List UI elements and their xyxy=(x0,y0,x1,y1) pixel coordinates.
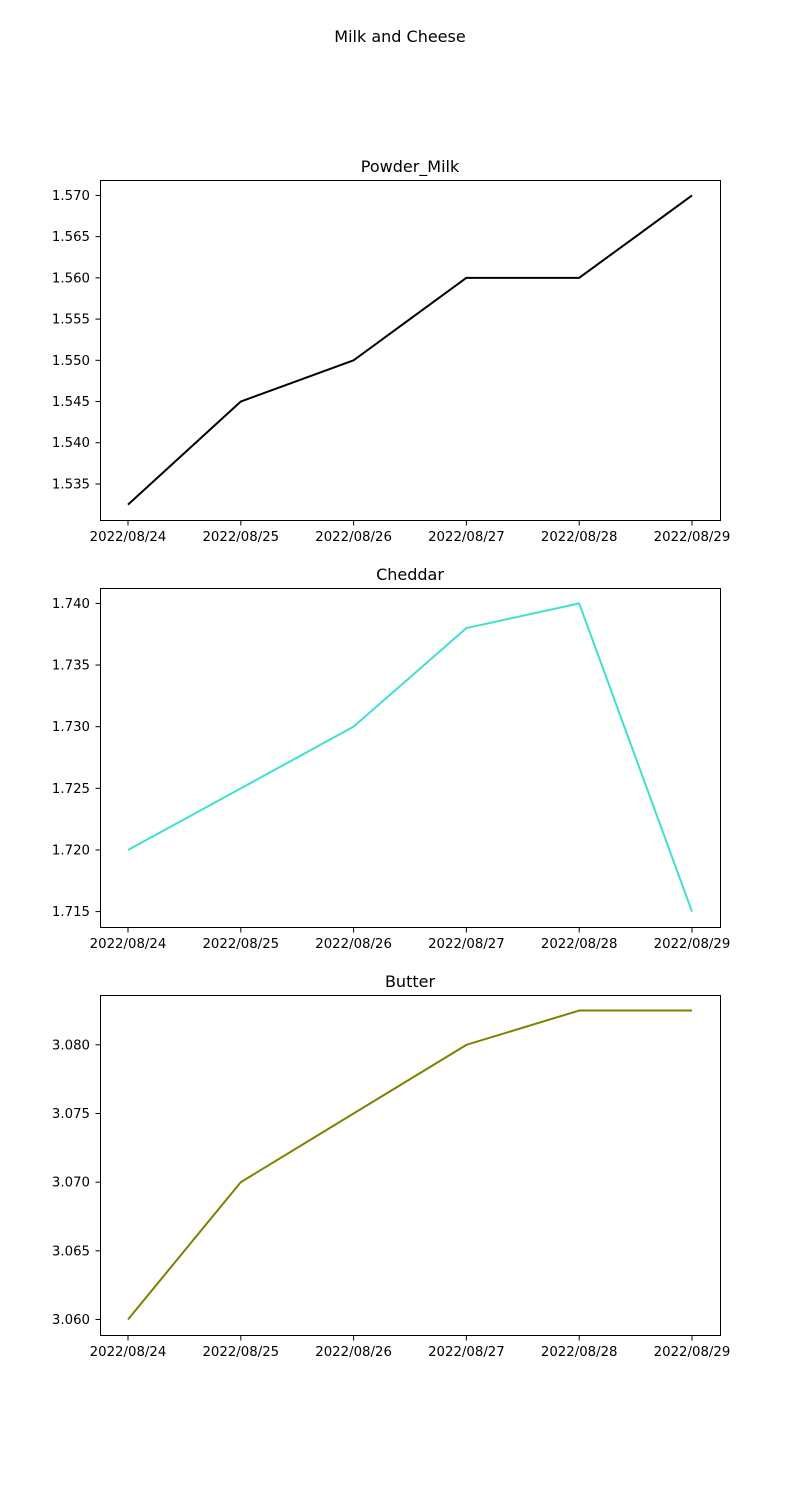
y-tick-label: 1.545 xyxy=(52,395,90,410)
axes-frame xyxy=(100,180,721,521)
axes-frame xyxy=(100,588,721,928)
x-tick-label: 2022/08/27 xyxy=(428,1345,505,1360)
x-tick-label: 2022/08/27 xyxy=(428,530,505,545)
x-tick-label: 2022/08/25 xyxy=(202,530,279,545)
x-tick-label: 2022/08/24 xyxy=(90,530,167,545)
subplot-2: Cheddar 2022/08/24 2022/08/25 2022/08/26 202… xyxy=(52,565,730,952)
series-line xyxy=(127,1009,692,1321)
subplot-title: Powder_Milk xyxy=(361,157,460,177)
y-tick-label: 1.725 xyxy=(52,782,90,797)
y-tick-label: 1.730 xyxy=(52,720,90,735)
x-tick-label: 2022/08/26 xyxy=(315,530,392,545)
x-tick-label: 2022/08/29 xyxy=(654,530,731,545)
x-tick-label: 2022/08/26 xyxy=(315,1345,392,1360)
x-tick-label: 2022/08/24 xyxy=(90,937,167,952)
x-tick-label: 2022/08/24 xyxy=(90,1345,167,1360)
subplot-3: Butter 2022/08/24 2022/08/25 2022/08/26 2022… xyxy=(52,972,730,1360)
y-tick-label: 3.070 xyxy=(52,1176,90,1191)
x-tick-label: 2022/08/25 xyxy=(202,1345,279,1360)
y-tick-label: 1.720 xyxy=(52,843,90,858)
y-tick-label: 3.080 xyxy=(52,1038,90,1053)
y-tick-label: 1.735 xyxy=(52,659,90,674)
figure-title: Milk and Cheese xyxy=(334,27,465,46)
y-tick-label: 3.065 xyxy=(52,1244,90,1259)
y-tick-label: 1.565 xyxy=(52,230,90,245)
x-tick-label: 2022/08/28 xyxy=(541,530,618,545)
x-tick-label: 2022/08/29 xyxy=(654,937,731,952)
x-tick-label: 2022/08/28 xyxy=(541,937,618,952)
x-tick-label: 2022/08/27 xyxy=(428,937,505,952)
x-tick-label: 2022/08/26 xyxy=(315,937,392,952)
subplot-title: Butter xyxy=(385,972,436,991)
y-tick-label: 3.060 xyxy=(52,1313,90,1328)
series-line xyxy=(127,602,693,912)
y-tick-label: 3.075 xyxy=(52,1107,90,1122)
series-line xyxy=(127,194,693,506)
x-tick-label: 2022/08/25 xyxy=(202,937,279,952)
subplot-1: Powder_Milk 2022/08/24 2022/08/25 2022/08/2… xyxy=(52,157,730,545)
subplot-title: Cheddar xyxy=(376,565,444,584)
y-tick-label: 1.570 xyxy=(52,189,90,204)
y-tick-label: 1.740 xyxy=(52,597,90,612)
axes-frame xyxy=(100,995,721,1336)
x-tick-label: 2022/08/29 xyxy=(654,1345,731,1360)
y-tick-label: 1.535 xyxy=(52,477,90,492)
x-tick-label: 2022/08/28 xyxy=(541,1345,618,1360)
y-tick-label: 1.715 xyxy=(52,905,90,920)
y-tick-label: 1.560 xyxy=(52,271,90,286)
y-tick-label: 1.555 xyxy=(52,313,90,328)
y-tick-label: 1.550 xyxy=(52,354,90,369)
y-tick-label: 1.540 xyxy=(52,436,90,451)
